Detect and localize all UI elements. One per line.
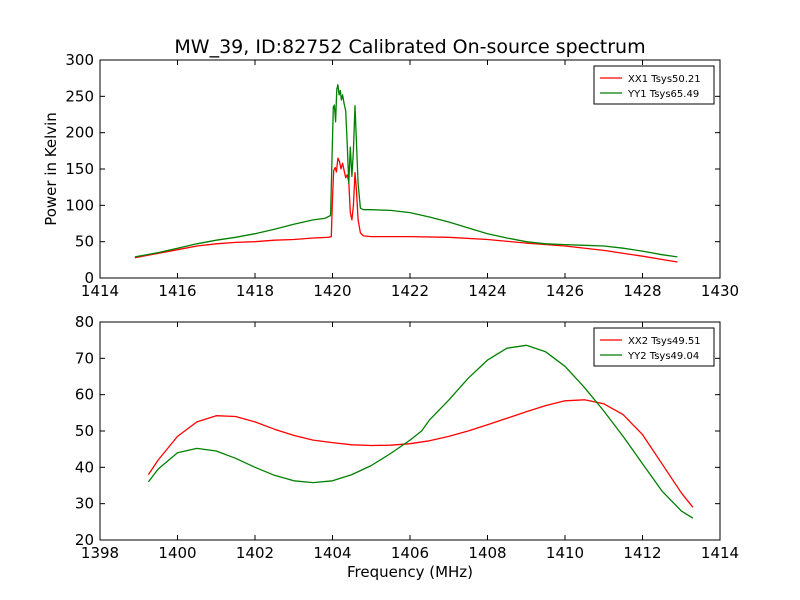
y-tick-label: 0 [84, 269, 94, 287]
x-tick-label: 1400 [158, 544, 196, 562]
y-tick-label: 50 [75, 422, 94, 440]
x-tick-label: 1416 [158, 282, 196, 300]
x-tick-label: 1412 [623, 544, 661, 562]
y-tick-label: 150 [65, 160, 94, 178]
y-tick-label: 100 [65, 196, 94, 214]
x-tick-label: 1422 [391, 282, 429, 300]
y-tick-label: 300 [65, 51, 94, 69]
x-tick-label: 1408 [468, 544, 506, 562]
top-panel: 1414 1416 1418 1420 1422 1424 1426 1428 1430 0 50 1… [65, 51, 739, 300]
x-tick-label: 1414 [81, 282, 119, 300]
y-tick-label: 250 [65, 87, 94, 105]
y-axis-label: Power in Kelvin [42, 112, 60, 226]
series-line-1-2 [134, 84, 678, 258]
series-line-1-1 [134, 157, 678, 263]
x-axis-label: Frequency (MHz) [347, 563, 473, 581]
legend: XX1 Tsys50.21 YY1 Tsys65.49 [593, 65, 715, 105]
legend-box [593, 327, 715, 367]
y-tick-label: 80 [75, 313, 94, 331]
legend-label: YY2 Tsys49.04 [627, 351, 699, 362]
y-tick-label: 20 [75, 531, 94, 549]
x-tick-label: 1430 [701, 282, 739, 300]
x-tick-label: 1398 [81, 544, 119, 562]
chart-title: MW_39, ID:82752 Calibrated On-source spe… [174, 36, 645, 58]
x-tick-label: 1404 [313, 544, 351, 562]
x-tick-label: 1402 [236, 544, 274, 562]
legend-label: YY1 Tsys65.49 [627, 89, 699, 100]
x-tick-label: 1424 [468, 282, 506, 300]
legend: XX2 Tsys49.51 YY2 Tsys49.04 [593, 327, 715, 367]
y-tick-label: 60 [75, 386, 94, 404]
x-tick-label: 1418 [236, 282, 274, 300]
series-line-2-2 [147, 344, 694, 519]
series-line-2-1 [147, 399, 694, 508]
x-tick-label: 1406 [391, 544, 429, 562]
x-tick-label: 1428 [623, 282, 661, 300]
y-tick-label: 50 [75, 233, 94, 251]
bottom-panel: 1398 1400 1402 1404 1406 1408 1410 1412 1414 20 30… [75, 313, 739, 562]
legend-label: XX2 Tsys49.51 [628, 336, 701, 347]
x-tick-label: 1414 [701, 544, 739, 562]
x-tick-label: 1410 [546, 544, 584, 562]
x-tick-label: 1420 [313, 282, 351, 300]
legend-box [593, 65, 715, 105]
x-tick-label: 1426 [546, 282, 584, 300]
y-tick-label: 40 [75, 458, 94, 476]
legend-label: XX1 Tsys50.21 [628, 74, 701, 85]
y-tick-label: 70 [75, 349, 94, 367]
y-tick-label: 200 [65, 124, 94, 142]
y-tick-label: 30 [75, 495, 94, 513]
